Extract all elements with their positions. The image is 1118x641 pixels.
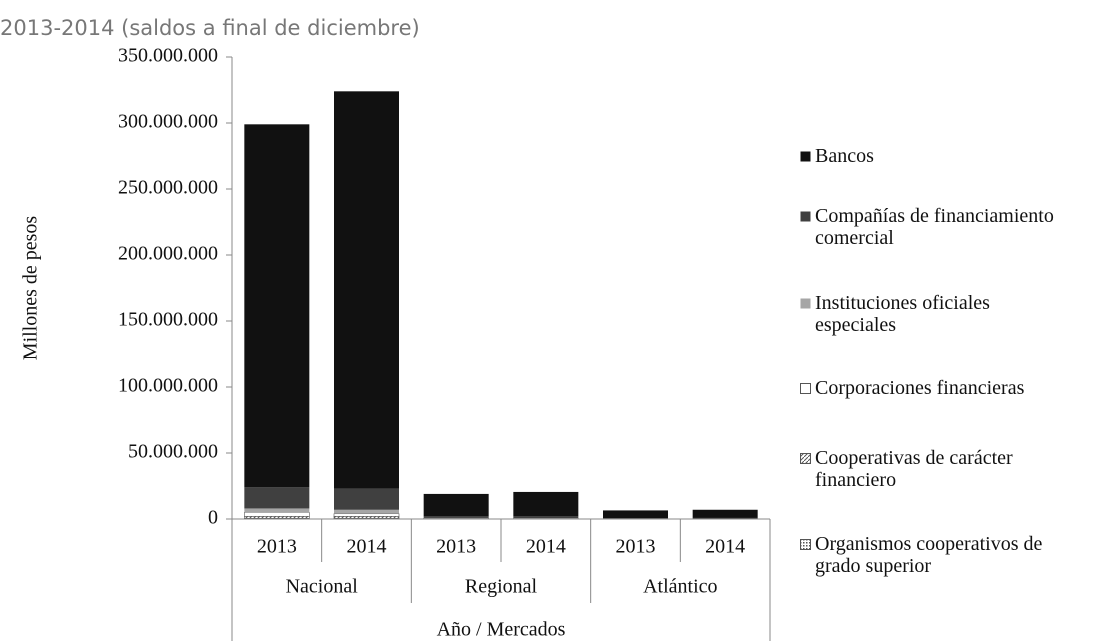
bar-segment — [244, 508, 310, 513]
legend-swatch-fill — [800, 453, 811, 464]
legend-label: Corporaciones financieras — [815, 377, 1025, 399]
legend-item: Bancos — [800, 145, 1118, 167]
bar-segment — [244, 512, 310, 517]
bar-segment — [692, 517, 758, 519]
x-tick-label: 2013 — [436, 536, 476, 558]
legend-swatch — [800, 539, 811, 550]
legend-swatch-fill — [800, 539, 811, 550]
bar-segment — [603, 510, 668, 519]
y-tick-label: 200.000.000 — [118, 243, 218, 265]
y-tick-label: 50.000.000 — [128, 441, 218, 463]
y-tick-label: 100.000.000 — [118, 375, 218, 397]
bar-segment — [244, 124, 310, 488]
x-axis-label: Año / Mercados — [437, 619, 566, 641]
legend-item: Organismos cooperativos de grado superio… — [800, 533, 1118, 577]
legend-swatch-fill — [800, 211, 811, 222]
x-tick-label: 2014 — [526, 536, 566, 558]
group-label: Nacional — [286, 576, 359, 598]
legend-item: Compañías de financiamiento comercial — [800, 205, 1118, 249]
y-tick-label: 250.000.000 — [118, 177, 218, 199]
y-tick-label: 300.000.000 — [118, 111, 218, 133]
legend-swatch-fill — [800, 383, 811, 394]
bar-segment — [423, 493, 489, 517]
legend-label: Compañías de financiamiento comercial — [815, 205, 1054, 249]
bar-segment — [334, 509, 399, 514]
legend-label: Organismos cooperativos de grado superio… — [815, 533, 1043, 577]
y-tick-label: 0 — [208, 507, 218, 529]
legend-swatch — [800, 453, 811, 464]
y-tick-label: 350.000.000 — [118, 45, 218, 67]
x-tick-label: 2013 — [257, 536, 297, 558]
y-tick-label: 150.000.000 — [118, 309, 218, 331]
chart-title: 2013-2014 (saldos a final de diciembre) — [0, 16, 420, 40]
legend-item: Corporaciones financieras — [800, 377, 1118, 399]
bar-segment — [603, 518, 668, 519]
bar-segment — [513, 491, 579, 517]
legend-label: Bancos — [815, 145, 874, 167]
group-label: Regional — [465, 576, 538, 598]
legend-label: Instituciones oficiales especiales — [815, 292, 990, 336]
legend-item: Instituciones oficiales especiales — [800, 292, 1118, 336]
bar-segment — [692, 509, 758, 518]
legend-label: Cooperativas de carácter financiero — [815, 447, 1013, 491]
x-tick-label: 2014 — [705, 536, 745, 558]
bar-segment — [333, 513, 400, 517]
x-tick-label: 2013 — [616, 536, 656, 558]
legend-swatch — [800, 298, 811, 309]
x-tick-label: 2014 — [347, 536, 387, 558]
legend-swatch-fill — [800, 151, 811, 162]
legend-swatch — [800, 151, 811, 162]
group-label: Atlántico — [643, 576, 717, 598]
bar-segment — [334, 91, 399, 489]
y-axis-label: Millones de pesos — [20, 216, 42, 361]
bar-segment — [334, 488, 399, 510]
legend-swatch — [800, 211, 811, 222]
legend-swatch — [800, 383, 811, 394]
legend-item: Cooperativas de carácter financiero — [800, 447, 1118, 491]
bar-segment — [513, 516, 579, 519]
legend-swatch-fill — [800, 298, 811, 309]
bar-segment — [244, 487, 310, 509]
bar-segment — [423, 516, 489, 518]
